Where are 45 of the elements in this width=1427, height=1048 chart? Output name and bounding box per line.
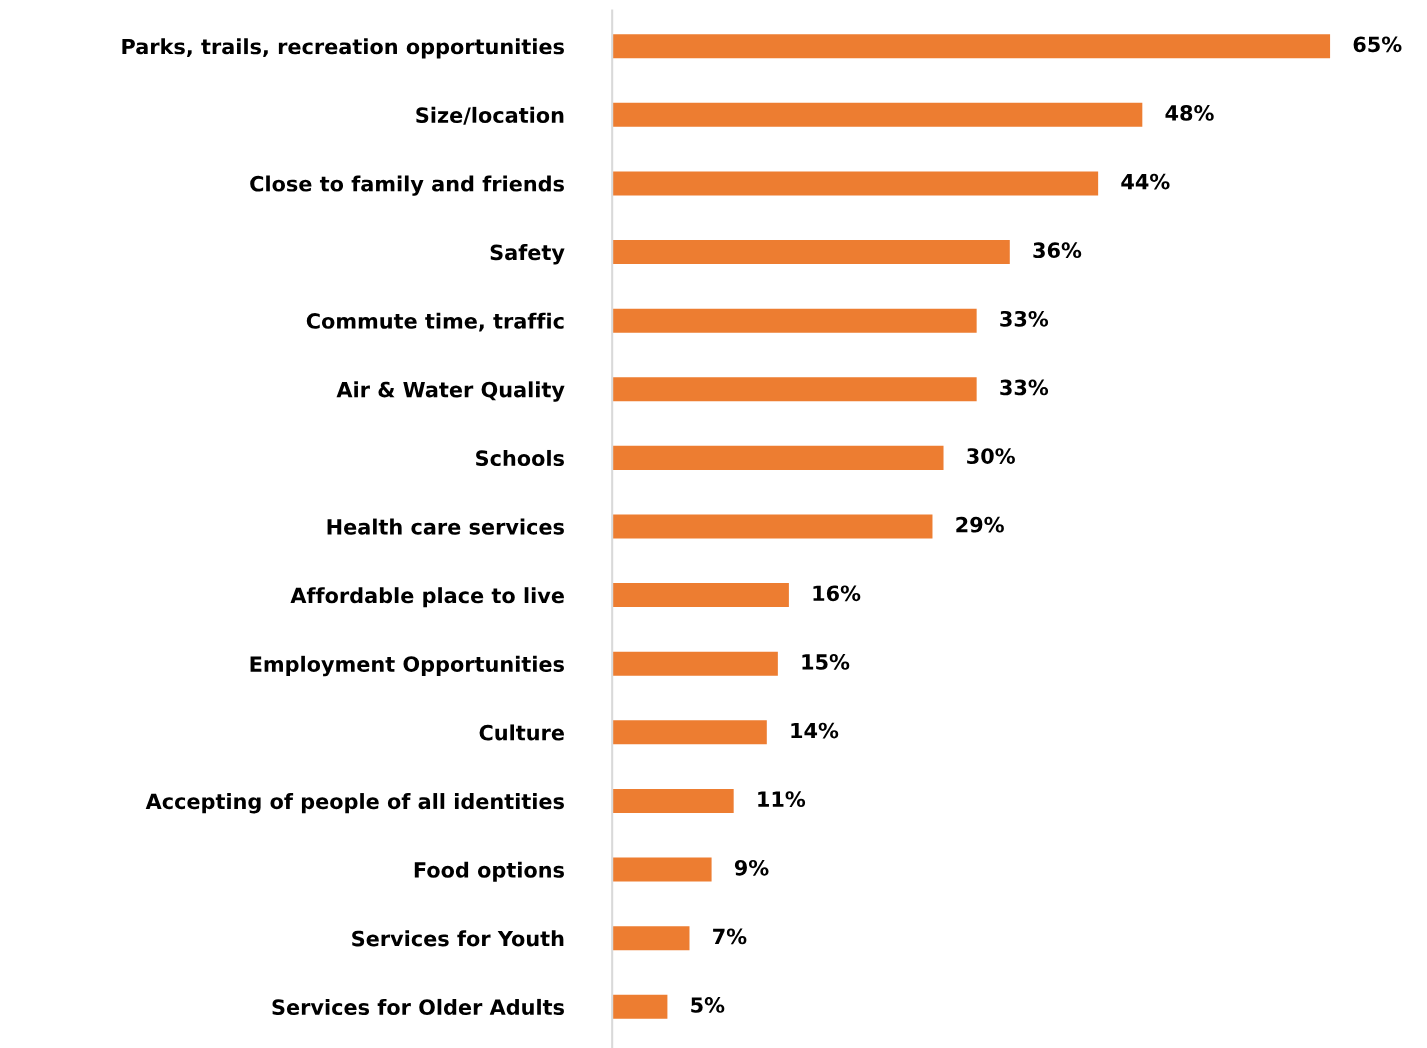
bar bbox=[612, 788, 734, 813]
bar bbox=[612, 102, 1143, 127]
data-label: 5% bbox=[691, 997, 725, 1013]
bar bbox=[612, 34, 1331, 59]
data-label: 14% bbox=[791, 722, 839, 739]
y-tick-label: Parks, trails, recreation opportunities bbox=[122, 38, 564, 59]
y-tick-label: Affordable place to live bbox=[290, 587, 564, 608]
y-tick-label: Close to family and friends bbox=[250, 175, 564, 196]
data-label: 29% bbox=[956, 516, 1004, 533]
y-tick-label: Employment Opportunities bbox=[250, 655, 564, 677]
data-label: 15% bbox=[802, 654, 850, 670]
data-label: 30% bbox=[967, 448, 1015, 464]
bar bbox=[612, 720, 767, 745]
y-tick-label: Food options bbox=[414, 861, 564, 882]
bar bbox=[612, 994, 668, 1019]
data-label: 65% bbox=[1353, 36, 1402, 53]
data-label: 33% bbox=[1000, 379, 1049, 396]
data-label: 11% bbox=[758, 791, 806, 808]
y-tick-label: Size/location bbox=[416, 106, 564, 125]
data-label: 9% bbox=[734, 859, 769, 876]
y-tick-label: Accepting of people of all identities bbox=[145, 793, 564, 814]
y-tick-label: Services for Youth bbox=[352, 930, 564, 947]
bar bbox=[612, 308, 977, 333]
data-label: 48% bbox=[1165, 105, 1214, 121]
bar bbox=[612, 171, 1099, 196]
y-tick-label: Services for Older Adults bbox=[272, 998, 564, 1016]
y-tick-label: Air & Water Quality bbox=[336, 381, 565, 402]
bar bbox=[612, 240, 1010, 265]
y-tick-label: Safety bbox=[490, 244, 565, 265]
data-label: 7% bbox=[713, 928, 747, 945]
y-tick-label: Culture bbox=[479, 724, 564, 741]
data-label: 44% bbox=[1121, 173, 1170, 190]
bar bbox=[612, 445, 944, 470]
y-tick-label: Health care services bbox=[327, 518, 564, 535]
y-tick-label: Schools bbox=[476, 449, 564, 467]
data-label: 33% bbox=[1000, 310, 1049, 327]
bar bbox=[612, 857, 712, 882]
bar bbox=[612, 926, 690, 951]
bar bbox=[612, 377, 977, 402]
bar bbox=[612, 651, 778, 676]
y-tick-label: Commute time, traffic bbox=[306, 312, 564, 332]
data-label: 36% bbox=[1033, 242, 1082, 259]
bar bbox=[612, 514, 933, 539]
bar bbox=[612, 583, 789, 608]
data-label: 16% bbox=[813, 585, 861, 602]
